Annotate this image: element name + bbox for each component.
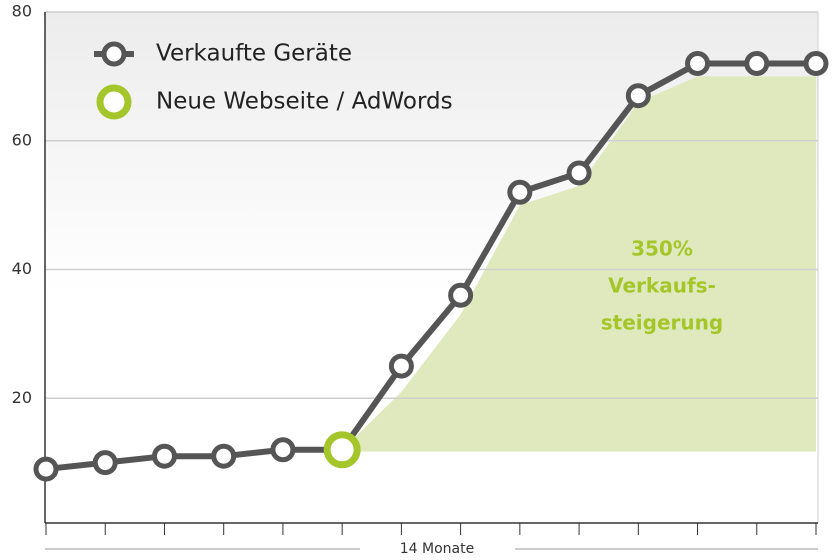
annotation: Verkaufs- xyxy=(608,274,716,298)
x-axis-label: 14 Monate xyxy=(400,541,474,557)
point-marker xyxy=(270,437,296,463)
legend-marker xyxy=(101,41,127,67)
point-marker xyxy=(744,51,770,76)
point-marker xyxy=(33,456,59,482)
y-tick-label: 20 xyxy=(12,388,32,407)
legend-marker xyxy=(96,84,132,120)
point-marker xyxy=(803,51,829,76)
legend-label: Neue Webseite / AdWords xyxy=(156,89,453,115)
legend-label: Verkaufte Geräte xyxy=(156,41,352,67)
point-marker xyxy=(92,450,118,476)
y-tick-label: 40 xyxy=(12,259,32,278)
y-tick-label: 80 xyxy=(12,2,32,21)
y-tick-label: 60 xyxy=(12,130,32,149)
point-marker xyxy=(566,160,592,186)
point-marker xyxy=(625,83,651,109)
point-marker xyxy=(211,443,237,469)
point-marker xyxy=(448,282,474,308)
point-marker xyxy=(151,443,177,469)
point-marker xyxy=(388,353,414,379)
annotation: steigerung xyxy=(601,311,723,335)
annotation: 350% xyxy=(631,237,693,261)
point-marker xyxy=(507,179,533,205)
increase-area xyxy=(342,76,816,452)
point-marker xyxy=(685,51,711,76)
highlight-marker xyxy=(323,431,361,469)
